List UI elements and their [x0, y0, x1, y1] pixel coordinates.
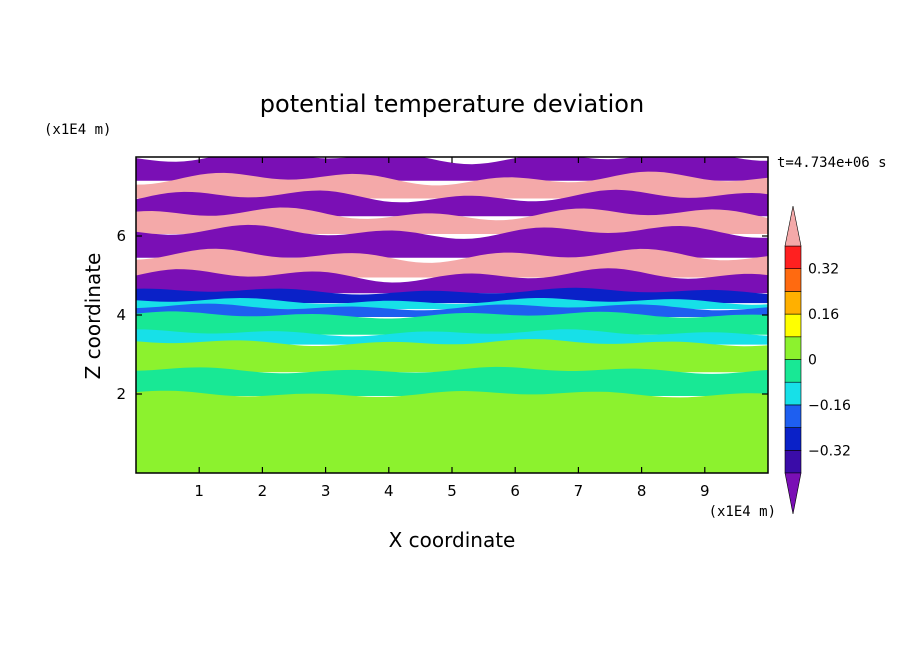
contour-band — [136, 366, 768, 396]
x-axis: 1 2 3 4 5 6 7 8 9 — [194, 157, 710, 500]
colorbar-segment — [784, 336, 802, 360]
x-tick-label: 2 — [258, 482, 268, 500]
x-axis-label: X coordinate — [389, 528, 516, 552]
colorbar-tick-label: 0.16 — [808, 307, 839, 323]
colorbar-segment — [784, 427, 802, 451]
x-tick-label: 8 — [637, 482, 647, 500]
contour-band — [136, 207, 768, 235]
x-tick-label: 7 — [574, 482, 584, 500]
contour-band — [136, 390, 768, 473]
colorbar-tick-label: 0 — [808, 353, 817, 369]
y-tick-label: 2 — [116, 385, 126, 403]
colorbar-tick-label: −0.16 — [808, 398, 851, 414]
y-tick-label: 4 — [116, 306, 126, 324]
y-axis: 2 4 6 — [116, 227, 768, 403]
x-tick-label: 3 — [321, 482, 331, 500]
colorbar-segment — [784, 359, 802, 383]
colorbar-segment — [784, 245, 802, 270]
colorbar: 0.32 0.16 0 −0.16 −0.32 — [784, 205, 851, 515]
colorbar-segment — [784, 291, 802, 315]
x-tick-label: 6 — [510, 482, 520, 500]
x-unit-label: (x1E4 m) — [709, 504, 776, 520]
contour-band — [136, 268, 768, 294]
x-tick-label: 9 — [700, 482, 710, 500]
x-tick-label: 4 — [384, 482, 394, 500]
x-tick-label: 1 — [194, 482, 204, 500]
y-tick-label: 6 — [116, 227, 126, 245]
time-label: t=4.734e+06 s — [777, 155, 887, 171]
contour-band — [136, 224, 768, 258]
y-axis-label: Z coordinate — [81, 253, 105, 380]
colorbar-segment — [784, 404, 802, 428]
contour-band — [136, 339, 768, 373]
colorbar-segment — [784, 268, 802, 292]
colorbar-tick-label: −0.32 — [808, 443, 851, 459]
colorbar-segment — [784, 313, 802, 338]
y-unit-label: (x1E4 m) — [44, 122, 111, 138]
colorbar-segment — [784, 381, 802, 406]
colorbar-extend-bottom — [784, 472, 802, 515]
contour-band — [136, 287, 768, 304]
contour-band — [136, 311, 768, 335]
x-tick-label: 5 — [447, 482, 457, 500]
contour-field — [136, 157, 768, 473]
contour-band — [136, 329, 768, 345]
chart-title: potential temperature deviation — [260, 90, 644, 118]
contour-band — [136, 157, 768, 181]
colorbar-extend-top — [784, 205, 802, 247]
colorbar-segment — [784, 449, 802, 474]
colorbar-tick-label: 0.32 — [808, 262, 839, 278]
